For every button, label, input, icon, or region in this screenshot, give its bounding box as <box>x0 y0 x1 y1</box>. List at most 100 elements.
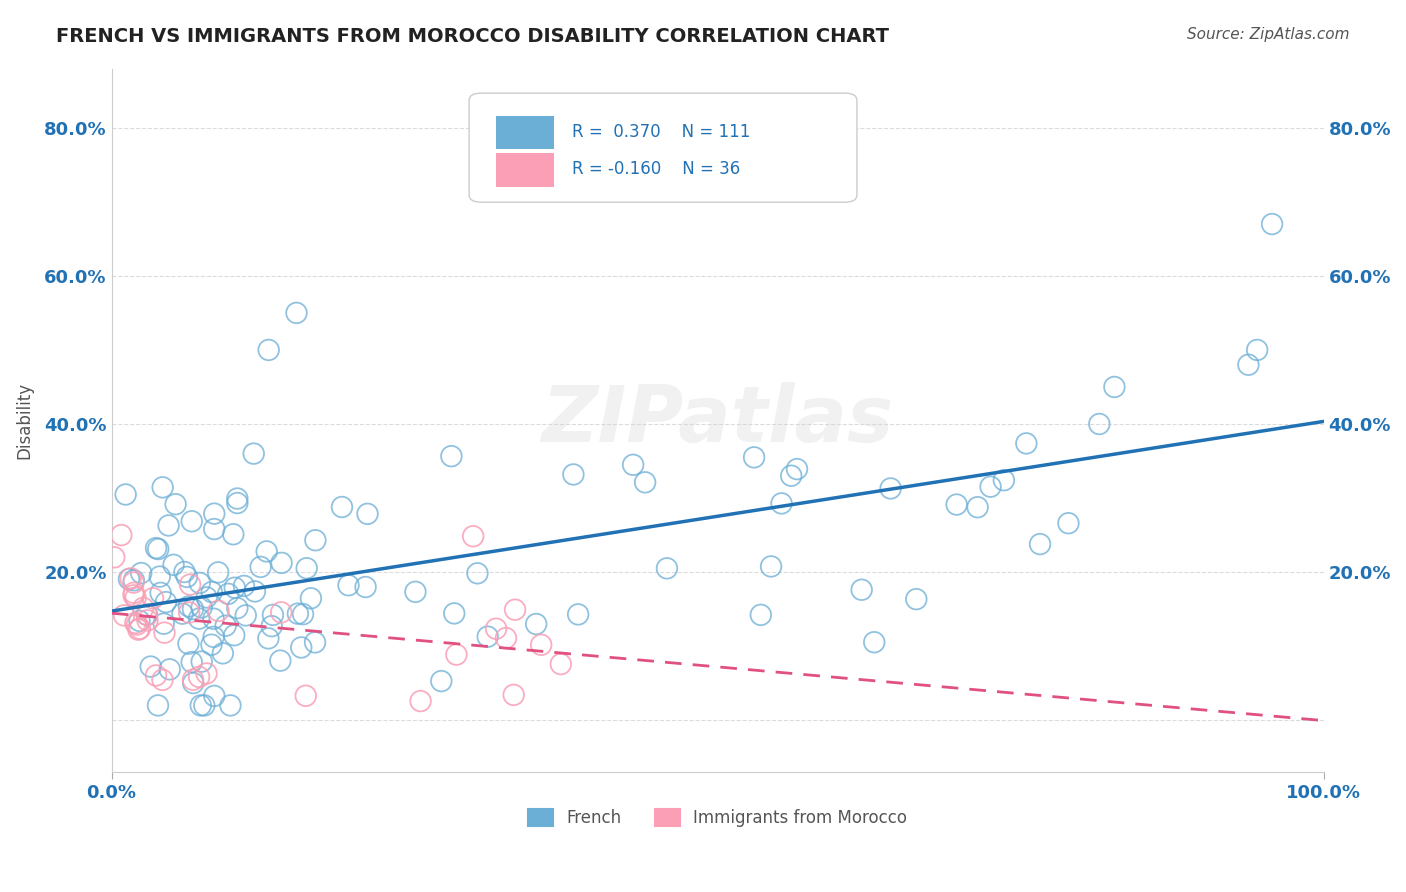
Point <box>188 612 211 626</box>
Point <box>152 480 174 494</box>
Point <box>1237 358 1260 372</box>
Point <box>290 640 312 655</box>
Point <box>1104 380 1126 394</box>
Legend: French, Immigrants from Morocco: French, Immigrants from Morocco <box>522 803 914 834</box>
Point <box>621 458 644 472</box>
Point <box>446 648 468 662</box>
Point <box>124 591 146 605</box>
Point <box>190 655 212 669</box>
Point <box>749 607 772 622</box>
Point <box>567 607 589 622</box>
Point <box>257 632 280 646</box>
Point <box>120 571 142 585</box>
Point <box>207 604 229 618</box>
Point <box>993 473 1015 487</box>
Point <box>226 496 249 510</box>
Point <box>188 576 211 591</box>
Point <box>172 607 194 621</box>
Point <box>1261 217 1284 231</box>
Point <box>655 561 678 575</box>
Point <box>299 591 322 606</box>
Point <box>634 475 657 490</box>
Point <box>1246 343 1268 357</box>
Point <box>467 566 489 581</box>
Point <box>243 584 266 599</box>
Point <box>129 566 152 580</box>
Point <box>142 591 165 606</box>
Point <box>181 602 204 616</box>
Point <box>136 613 159 627</box>
Point <box>485 622 508 636</box>
Point <box>863 635 886 649</box>
Point <box>879 482 901 496</box>
Point <box>125 617 148 632</box>
Point <box>139 659 162 673</box>
Point <box>242 447 264 461</box>
Point <box>153 625 176 640</box>
Point <box>136 607 159 622</box>
Point <box>195 591 218 605</box>
Point <box>128 622 150 636</box>
Point <box>112 608 135 623</box>
Point <box>233 579 256 593</box>
Point <box>155 595 177 609</box>
Point <box>550 657 572 671</box>
Point <box>463 529 485 543</box>
Text: ZIPatlas: ZIPatlas <box>541 383 894 458</box>
Y-axis label: Disability: Disability <box>15 382 32 458</box>
Point <box>110 528 132 542</box>
Point <box>188 670 211 684</box>
Point <box>103 550 125 565</box>
Point <box>211 646 233 660</box>
Point <box>179 577 201 591</box>
Bar <box>496 116 554 150</box>
Point <box>132 601 155 615</box>
Point <box>201 585 224 599</box>
Point <box>1029 537 1052 551</box>
Point <box>200 638 222 652</box>
Point <box>202 612 225 626</box>
Point <box>214 618 236 632</box>
Point <box>145 668 167 682</box>
Point <box>193 698 215 713</box>
Point <box>1015 436 1038 450</box>
Point <box>190 698 212 713</box>
Point <box>157 518 180 533</box>
Point <box>122 574 145 588</box>
Point <box>294 689 316 703</box>
Point <box>207 566 229 580</box>
FancyBboxPatch shape <box>470 93 856 202</box>
Point <box>249 560 271 574</box>
Point <box>980 480 1002 494</box>
Point <box>562 467 585 482</box>
Point <box>851 582 873 597</box>
Point <box>202 522 225 536</box>
Point <box>770 496 793 510</box>
Point <box>195 666 218 681</box>
Point <box>224 628 246 642</box>
Point <box>443 607 465 621</box>
Point <box>295 561 318 575</box>
Point <box>356 507 378 521</box>
Point <box>202 630 225 644</box>
Point <box>148 542 170 557</box>
Point <box>224 581 246 595</box>
Point <box>404 584 426 599</box>
Point <box>945 498 967 512</box>
Point <box>152 673 174 687</box>
Point <box>780 468 803 483</box>
Point <box>786 462 808 476</box>
Point <box>146 698 169 713</box>
Point <box>257 343 280 357</box>
Bar <box>496 153 554 186</box>
Point <box>270 605 292 619</box>
Point <box>149 569 172 583</box>
Point <box>180 655 202 669</box>
Point <box>114 487 136 501</box>
Point <box>176 570 198 584</box>
Point <box>217 587 239 601</box>
Point <box>179 606 201 620</box>
Point <box>135 607 157 622</box>
Point <box>159 662 181 676</box>
Point <box>742 450 765 465</box>
